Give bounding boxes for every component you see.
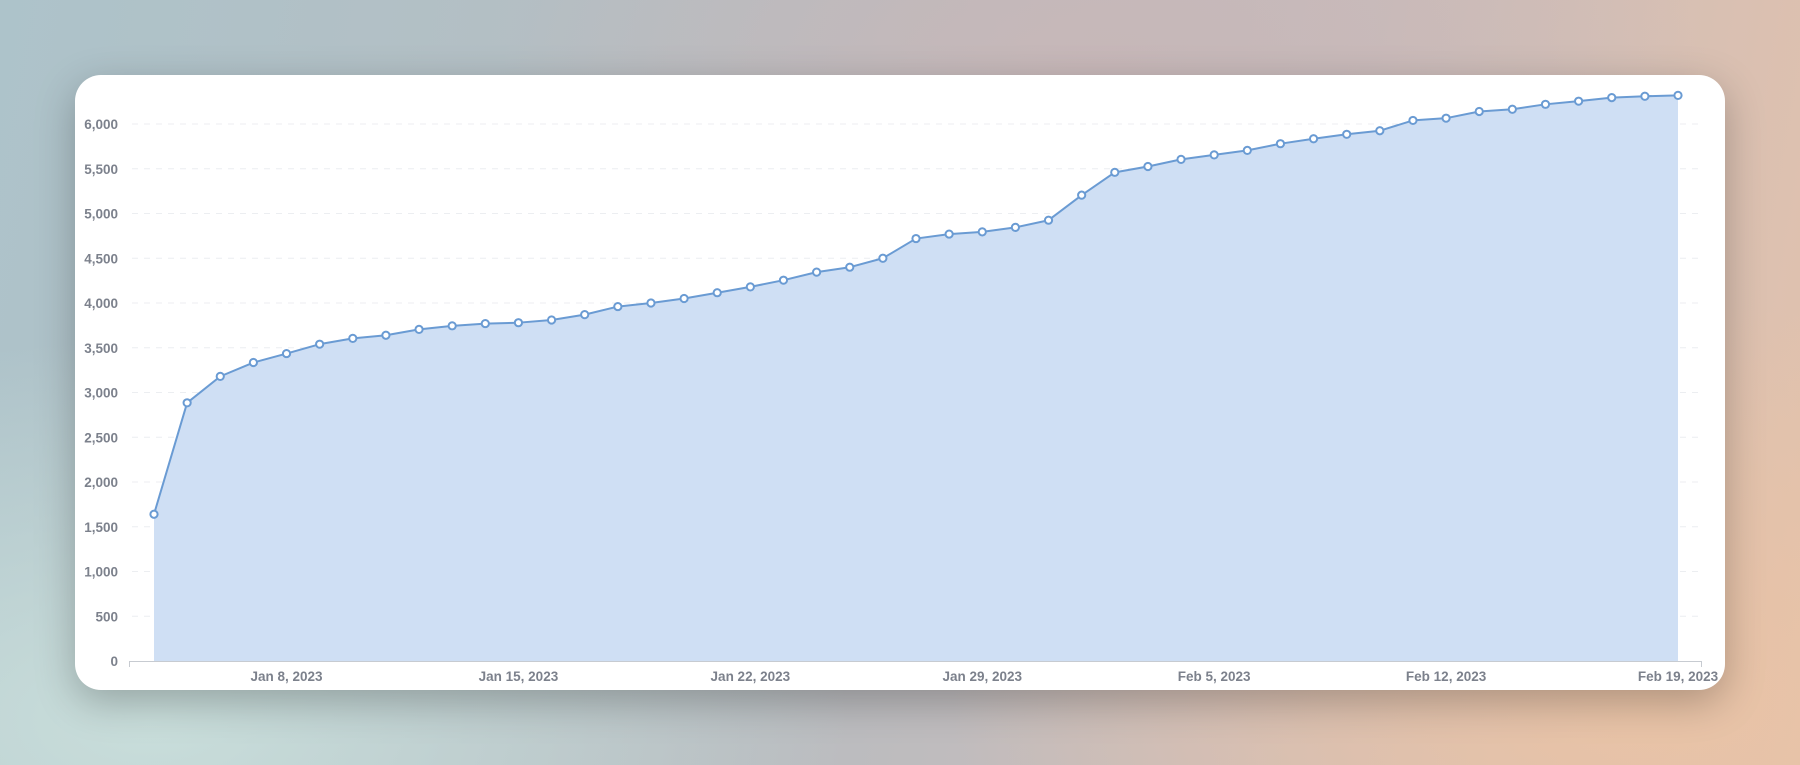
data-point[interactable] — [1474, 106, 1484, 117]
y-tick-label: 1,000 — [84, 565, 118, 580]
data-point[interactable] — [1308, 134, 1319, 144]
y-tick-label: 2,500 — [84, 430, 118, 445]
data-point[interactable] — [480, 318, 490, 329]
data-point[interactable] — [679, 293, 689, 304]
data-point[interactable] — [1043, 215, 1054, 225]
data-point[interactable] — [911, 233, 921, 244]
data-point[interactable] — [414, 324, 424, 335]
data-point[interactable] — [182, 398, 192, 408]
x-tick-label: Jan 15, 2023 — [479, 669, 559, 684]
data-point[interactable] — [613, 301, 623, 312]
data-point[interactable] — [1673, 90, 1683, 100]
y-tick-label: 4,000 — [84, 296, 118, 311]
data-point[interactable] — [1607, 92, 1617, 103]
data-point[interactable] — [1507, 104, 1517, 114]
x-tick-label: Feb 5, 2023 — [1178, 669, 1251, 684]
data-point[interactable] — [646, 298, 656, 308]
data-point[interactable] — [745, 282, 755, 292]
data-point[interactable] — [1010, 222, 1020, 232]
y-tick-label: 4,500 — [84, 251, 118, 266]
x-tick-label: Jan 8, 2023 — [250, 669, 323, 684]
y-tick-label: 5,000 — [84, 207, 118, 222]
data-point[interactable] — [1242, 145, 1252, 156]
data-point[interactable] — [1209, 150, 1219, 160]
y-tick-label: 1,500 — [84, 520, 118, 535]
data-point[interactable] — [1540, 99, 1551, 109]
data-point[interactable] — [778, 275, 789, 285]
data-point[interactable] — [1176, 154, 1186, 164]
data-point[interactable] — [513, 318, 524, 328]
data-point[interactable] — [1110, 167, 1120, 177]
data-point[interactable] — [281, 348, 292, 359]
x-tick-label: Feb 12, 2023 — [1406, 669, 1487, 684]
data-point[interactable] — [1408, 115, 1418, 126]
data-point[interactable] — [1077, 190, 1087, 200]
data-point[interactable] — [712, 288, 722, 298]
area-fill — [154, 95, 1678, 662]
data-point[interactable] — [845, 262, 855, 272]
data-point[interactable] — [1574, 96, 1584, 106]
data-point[interactable] — [215, 371, 225, 381]
data-point[interactable] — [1375, 126, 1385, 136]
data-point[interactable] — [546, 315, 557, 325]
y-tick-label: 0 — [110, 654, 118, 669]
data-point[interactable] — [1342, 129, 1352, 139]
data-point[interactable] — [248, 357, 258, 368]
data-point[interactable] — [812, 267, 822, 277]
x-tick-label: Jan 22, 2023 — [711, 669, 791, 684]
data-point[interactable] — [447, 321, 457, 331]
y-tick-label: 6,000 — [84, 117, 118, 132]
data-point[interactable] — [348, 333, 358, 343]
y-tick-label: 5,500 — [84, 162, 118, 177]
data-point[interactable] — [1275, 139, 1286, 149]
data-point[interactable] — [977, 227, 987, 237]
data-point[interactable] — [149, 509, 159, 519]
data-point[interactable] — [580, 310, 590, 320]
y-tick-label: 3,000 — [84, 386, 118, 401]
data-point[interactable] — [1143, 161, 1153, 172]
data-point[interactable] — [878, 253, 888, 263]
y-tick-label: 3,500 — [84, 341, 118, 356]
x-tick-label: Jan 29, 2023 — [942, 669, 1022, 684]
y-tick-label: 2,000 — [84, 475, 118, 490]
data-point[interactable] — [944, 229, 954, 239]
data-point[interactable] — [381, 330, 391, 340]
data-point[interactable] — [315, 339, 325, 349]
y-tick-label: 500 — [95, 609, 118, 624]
data-point[interactable] — [1441, 113, 1451, 123]
data-point[interactable] — [1640, 91, 1650, 101]
x-tick-label: Feb 19, 2023 — [1638, 669, 1719, 684]
